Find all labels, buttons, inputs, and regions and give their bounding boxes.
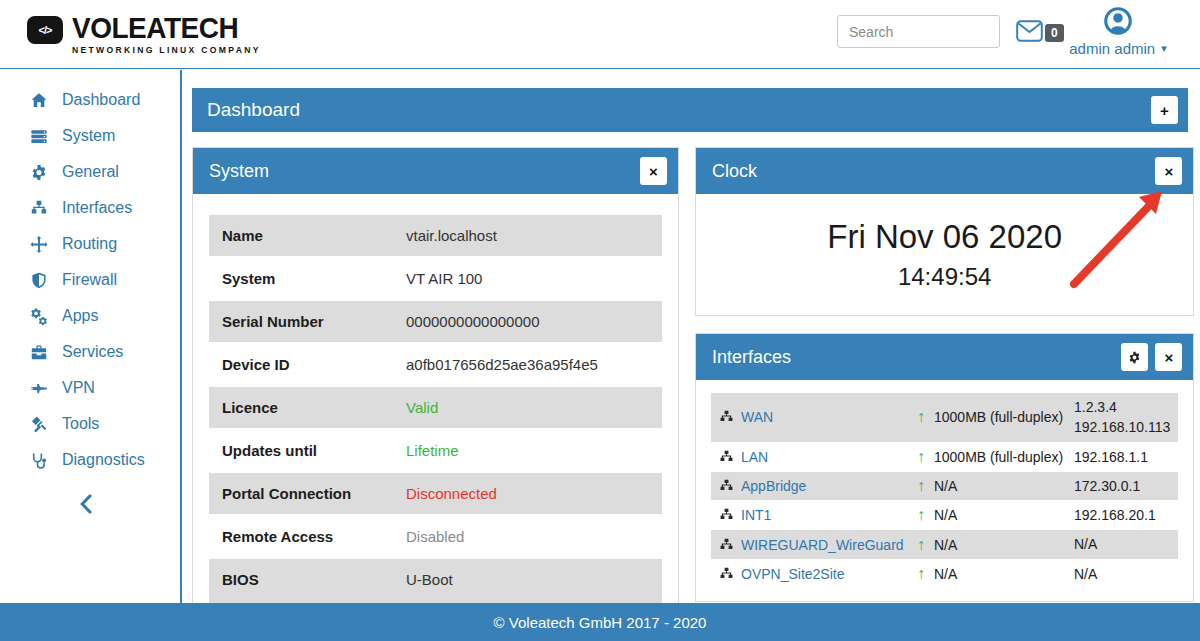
interface-link[interactable]: INT1 bbox=[741, 507, 771, 523]
shield-icon bbox=[28, 271, 49, 289]
widgets-area: System × Name vtair.localhost System VT … bbox=[192, 147, 1188, 603]
avatar bbox=[1104, 7, 1132, 39]
sidebar-item-services[interactable]: Services bbox=[0, 334, 180, 370]
sitemap-icon bbox=[719, 538, 734, 552]
sitemap-icon bbox=[719, 567, 734, 581]
interface-row: OVPN_Site2Site ↑ N/A N/A bbox=[711, 560, 1178, 588]
sidebar-item-system[interactable]: System bbox=[0, 118, 180, 154]
sidebar-item-firewall[interactable]: Firewall bbox=[0, 262, 180, 298]
top-bar: </> VOLEATECH NETWORKING LINUX COMPANY 0… bbox=[0, 0, 1200, 69]
sidebar-item-tools[interactable]: Tools bbox=[0, 406, 180, 442]
stethoscope-icon bbox=[28, 451, 49, 469]
close-button[interactable]: × bbox=[640, 157, 667, 185]
table-row: Remote Access Disabled bbox=[209, 516, 662, 557]
interface-row: WAN ↑ 1000MB (full-duplex) 1.2.3.4192.16… bbox=[711, 393, 1178, 442]
main-content: Dashboard + System × Name vtair.localhos… bbox=[184, 70, 1200, 603]
table-row: Serial Number 0000000000000000 bbox=[209, 301, 662, 342]
clock-time: 14:49:54 bbox=[898, 263, 991, 291]
clock-widget: Clock × Fri Nov 06 2020 14:49:54 bbox=[695, 147, 1194, 316]
system-table: Name vtair.localhost System VT AIR 100 S… bbox=[193, 194, 678, 603]
close-button[interactable]: × bbox=[1155, 343, 1182, 371]
table-row: BIOS U-Boot2020.01-dirty bbox=[209, 559, 662, 603]
up-arrow-icon: ↑ bbox=[917, 506, 925, 524]
clock-date: Fri Nov 06 2020 bbox=[827, 218, 1062, 256]
logo-subtitle: NETWORKING LINUX COMPANY bbox=[72, 45, 261, 55]
sidebar-item-general[interactable]: General bbox=[0, 154, 180, 190]
table-row: System VT AIR 100 bbox=[209, 258, 662, 299]
interfaces-table: WAN ↑ 1000MB (full-duplex) 1.2.3.4192.16… bbox=[696, 380, 1193, 601]
sitemap-icon bbox=[719, 450, 734, 464]
sitemap-icon bbox=[719, 508, 734, 522]
close-button[interactable]: × bbox=[1155, 157, 1182, 185]
up-arrow-icon: ↑ bbox=[917, 408, 925, 426]
add-widget-button[interactable]: + bbox=[1151, 96, 1178, 124]
home-icon bbox=[28, 91, 49, 109]
code-icon: </> bbox=[27, 16, 63, 44]
briefcase-icon bbox=[28, 343, 49, 361]
up-arrow-icon: ↑ bbox=[917, 565, 925, 583]
interface-row: INT1 ↑ N/A 192.168.20.1 bbox=[711, 501, 1178, 529]
interface-link[interactable]: WAN bbox=[741, 409, 773, 425]
logo-title: VOLEATECH bbox=[72, 13, 261, 43]
interface-row: WIREGUARD_WireGuard ↑ N/A N/A bbox=[711, 530, 1178, 558]
table-row: Updates until Lifetime bbox=[209, 430, 662, 471]
sitemap-icon bbox=[719, 479, 734, 493]
sidebar: Dashboard System General Interfaces Rout… bbox=[0, 70, 182, 603]
interfaces-widget-title: Interfaces bbox=[712, 347, 1121, 368]
interface-row: LAN ↑ 1000MB (full-duplex) 192.168.1.1 bbox=[711, 443, 1178, 471]
clock-widget-title: Clock bbox=[712, 161, 1155, 182]
server-icon bbox=[28, 127, 49, 145]
up-arrow-icon: ↑ bbox=[917, 448, 925, 466]
table-row: Licence Valid bbox=[209, 387, 662, 428]
up-arrow-icon: ↑ bbox=[917, 536, 925, 554]
sitemap-icon bbox=[28, 199, 49, 217]
clock-display: Fri Nov 06 2020 14:49:54 bbox=[696, 194, 1193, 315]
interface-link[interactable]: WIREGUARD_WireGuard bbox=[741, 537, 904, 553]
arrows-icon bbox=[28, 235, 49, 253]
notifications-button[interactable]: 0 bbox=[1016, 20, 1064, 46]
gear-icon bbox=[28, 163, 49, 181]
settings-button[interactable] bbox=[1121, 343, 1148, 371]
chevron-down-icon: ▾ bbox=[1161, 42, 1167, 55]
copyright-text: © Voleatech GmbH 2017 - 2020 bbox=[494, 614, 707, 631]
interfaces-widget-header: Interfaces × bbox=[696, 334, 1193, 380]
interface-link[interactable]: AppBridge bbox=[741, 478, 806, 494]
interface-row: AppBridge ↑ N/A 172.30.0.1 bbox=[711, 472, 1178, 500]
interfaces-widget: Interfaces × WAN ↑ 1000MB (full-duplex) … bbox=[695, 333, 1194, 602]
user-name: admin admin bbox=[1069, 40, 1155, 57]
mail-icon bbox=[1016, 20, 1043, 46]
up-arrow-icon: ↑ bbox=[917, 477, 925, 495]
sidebar-item-dashboard[interactable]: Dashboard bbox=[0, 82, 180, 118]
system-widget-title: System bbox=[209, 161, 640, 182]
sidebar-nav: Dashboard System General Interfaces Rout… bbox=[0, 82, 180, 478]
sidebar-item-apps[interactable]: Apps bbox=[0, 298, 180, 334]
sitemap-icon bbox=[719, 410, 734, 424]
table-row: Name vtair.localhost bbox=[209, 215, 662, 256]
dashboard-panel-header: Dashboard + bbox=[192, 88, 1188, 132]
table-row: Device ID a0fb017656d25ae36a95f4e5 bbox=[209, 344, 662, 385]
interface-link[interactable]: LAN bbox=[741, 449, 768, 465]
search-input[interactable] bbox=[837, 15, 1000, 48]
gavel-icon bbox=[28, 415, 49, 433]
page-title: Dashboard bbox=[207, 99, 1151, 121]
jet-icon bbox=[28, 379, 49, 397]
user-menu[interactable]: admin admin ▾ bbox=[1062, 7, 1174, 57]
voleatech-logo[interactable]: </> VOLEATECH NETWORKING LINUX COMPANY bbox=[27, 13, 261, 55]
notification-count-badge: 0 bbox=[1045, 24, 1064, 42]
system-widget-header: System × bbox=[193, 148, 678, 194]
cogs-icon bbox=[28, 307, 49, 325]
sidebar-item-interfaces[interactable]: Interfaces bbox=[0, 190, 180, 226]
sidebar-item-vpn[interactable]: VPN bbox=[0, 370, 180, 406]
clock-widget-header: Clock × bbox=[696, 148, 1193, 194]
interface-link[interactable]: OVPN_Site2Site bbox=[741, 566, 845, 582]
sidebar-item-routing[interactable]: Routing bbox=[0, 226, 180, 262]
sidebar-collapse-button[interactable] bbox=[78, 494, 100, 516]
footer: © Voleatech GmbH 2017 - 2020 bbox=[0, 603, 1200, 641]
table-row: Portal Connection Disconnected bbox=[209, 473, 662, 514]
system-widget: System × Name vtair.localhost System VT … bbox=[192, 147, 679, 603]
sidebar-item-diagnostics[interactable]: Diagnostics bbox=[0, 442, 180, 478]
